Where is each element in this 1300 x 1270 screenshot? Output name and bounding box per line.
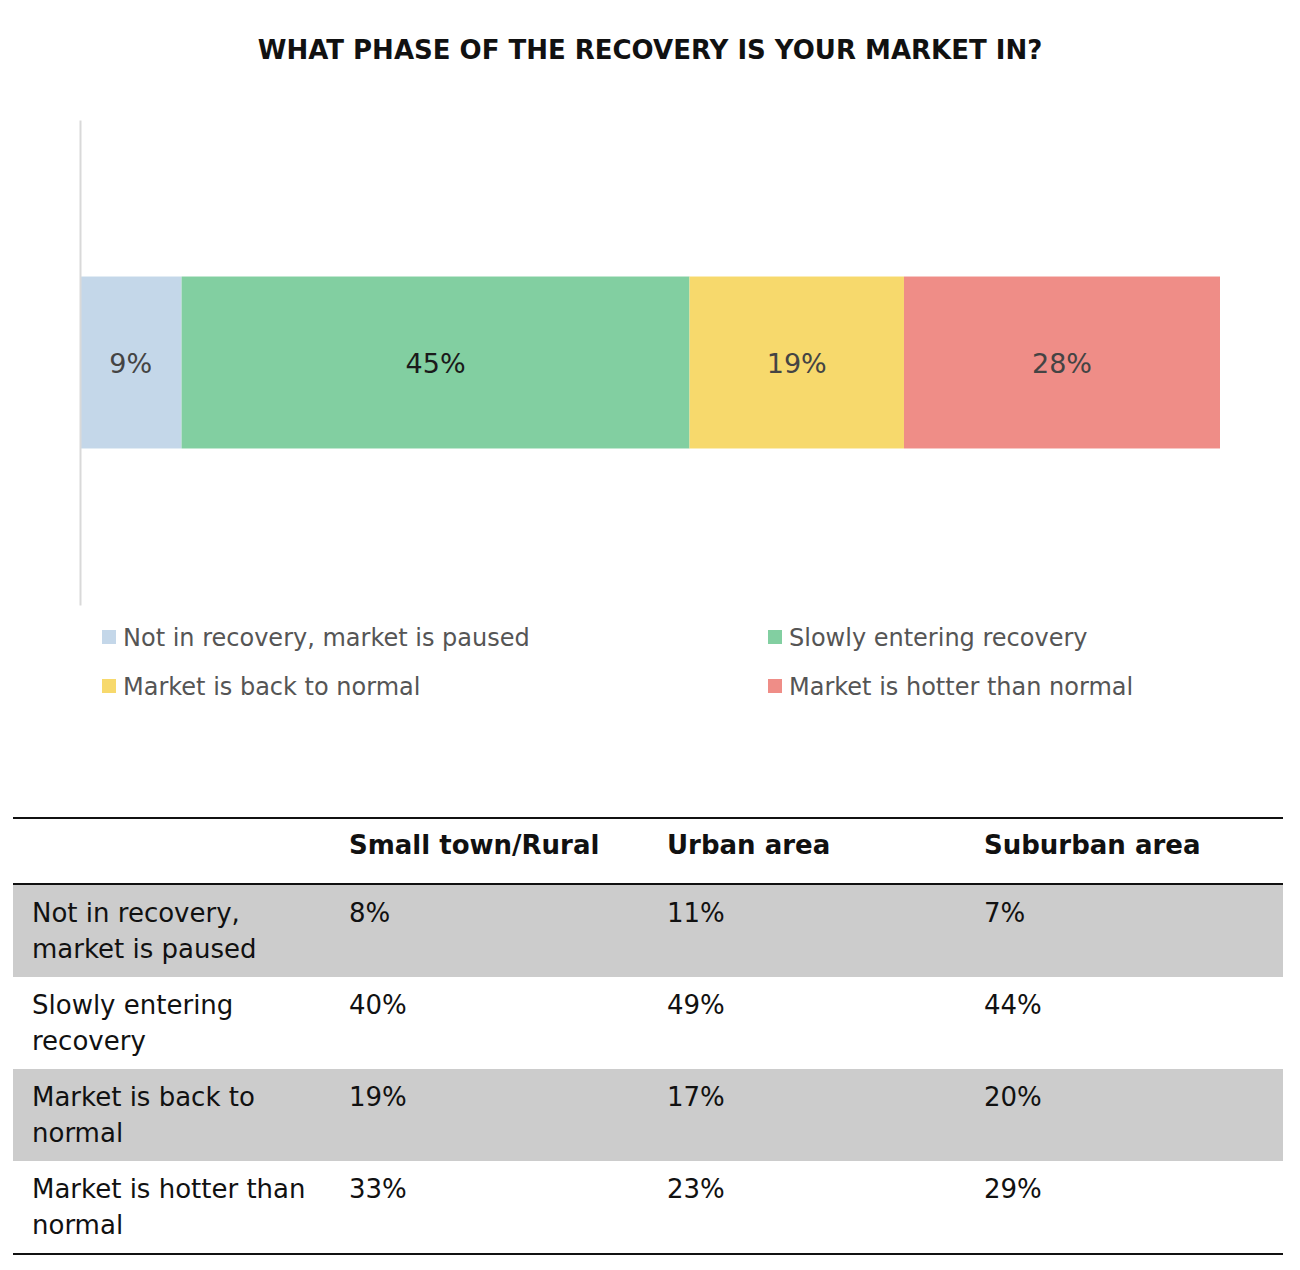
table-cell: 49% [648, 977, 965, 1069]
table-cell: 17% [648, 1069, 965, 1161]
bar-segment [904, 277, 1220, 449]
table-header-cell: Small town/Rural [330, 818, 648, 884]
table-cell: 23% [648, 1161, 965, 1254]
table-cell: 20% [965, 1069, 1283, 1161]
data-label: 28% [1032, 348, 1092, 379]
data-label: 45% [406, 348, 466, 379]
table-row-label: Market is back to normal [13, 1069, 330, 1161]
table-cell: 29% [965, 1161, 1283, 1254]
table-cell: 33% [330, 1161, 648, 1254]
table-header-cell: Urban area [648, 818, 965, 884]
legend-label: Not in recovery, market is paused [123, 624, 530, 652]
legend-item: Not in recovery, market is paused [102, 624, 530, 652]
legend-label: Market is hotter than normal [789, 673, 1133, 701]
table-header-row: Small town/RuralUrban areaSuburban area [13, 818, 1283, 884]
table-row-label: Not in recovery, market is paused [13, 884, 330, 977]
bar-segment [80, 277, 182, 449]
table-cell: 7% [965, 884, 1283, 977]
table-cell: 40% [330, 977, 648, 1069]
data-table: Small town/RuralUrban areaSuburban areaN… [13, 817, 1283, 1255]
legend: Not in recovery, market is paused Slowly … [102, 624, 1133, 701]
table-cell: 19% [330, 1069, 648, 1161]
table-row: Not in recovery, market is paused8%11%7% [13, 884, 1283, 977]
bars [80, 277, 1220, 449]
chart-svg: WHAT PHASE OF THE RECOVERY IS YOUR MARKE… [0, 0, 1300, 730]
chart-title: WHAT PHASE OF THE RECOVERY IS YOUR MARKE… [258, 35, 1043, 65]
table-cell: 44% [965, 977, 1283, 1069]
table-header-cell: Suburban area [965, 818, 1283, 884]
table-header-cell [13, 818, 330, 884]
legend-item: Market is back to normal [102, 673, 420, 701]
axis-line [80, 121, 82, 606]
table-row-label: Slowly entering recovery [13, 977, 330, 1069]
legend-label: Slowly entering recovery [789, 624, 1088, 652]
data-labels: 9% 45% 19% 28% [109, 348, 1092, 379]
bar-segment [182, 277, 690, 449]
legend-label: Market is back to normal [123, 673, 420, 701]
data-label: 9% [109, 348, 152, 379]
table-row-label: Market is hotter than normal [13, 1161, 330, 1254]
table-row: Market is back to normal19%17%20% [13, 1069, 1283, 1161]
legend-swatch [102, 630, 116, 644]
table-row: Slowly entering recovery40%49%44% [13, 977, 1283, 1069]
legend-swatch [768, 630, 782, 644]
category-axis [80, 121, 81, 606]
table-row: Market is hotter than normal33%23%29% [13, 1161, 1283, 1254]
bar-segment [690, 277, 904, 449]
data-label: 19% [767, 348, 827, 379]
legend-item: Slowly entering recovery [768, 624, 1088, 652]
table-cell: 8% [330, 884, 648, 977]
table-cell: 11% [648, 884, 965, 977]
legend-swatch [102, 679, 116, 693]
legend-item: Market is hotter than normal [768, 673, 1133, 701]
legend-swatch [768, 679, 782, 693]
